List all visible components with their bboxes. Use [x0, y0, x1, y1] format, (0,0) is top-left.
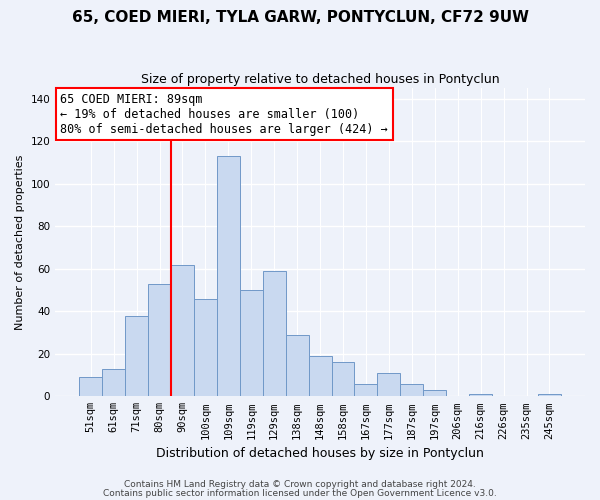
Bar [538, 394, 561, 396]
Bar [308, 356, 332, 397]
Bar [469, 394, 492, 396]
Title: Size of property relative to detached houses in Pontyclun: Size of property relative to detached ho… [141, 72, 499, 86]
Bar [423, 390, 446, 396]
Bar [240, 290, 263, 397]
Text: 65 COED MIERI: 89sqm
← 19% of detached houses are smaller (100)
80% of semi-deta: 65 COED MIERI: 89sqm ← 19% of detached h… [61, 92, 388, 136]
Text: Contains HM Land Registry data © Crown copyright and database right 2024.: Contains HM Land Registry data © Crown c… [124, 480, 476, 489]
Text: Contains public sector information licensed under the Open Government Licence v3: Contains public sector information licen… [103, 488, 497, 498]
Bar [286, 334, 308, 396]
Bar [148, 284, 171, 397]
Bar [102, 368, 125, 396]
Bar [355, 384, 377, 396]
Y-axis label: Number of detached properties: Number of detached properties [15, 154, 25, 330]
Bar [79, 377, 102, 396]
Bar [171, 264, 194, 396]
Text: 65, COED MIERI, TYLA GARW, PONTYCLUN, CF72 9UW: 65, COED MIERI, TYLA GARW, PONTYCLUN, CF… [71, 10, 529, 25]
Bar [332, 362, 355, 396]
Bar [263, 271, 286, 396]
Bar [377, 373, 400, 396]
Bar [217, 156, 240, 396]
Bar [194, 298, 217, 396]
X-axis label: Distribution of detached houses by size in Pontyclun: Distribution of detached houses by size … [156, 447, 484, 460]
Bar [400, 384, 423, 396]
Bar [125, 316, 148, 396]
